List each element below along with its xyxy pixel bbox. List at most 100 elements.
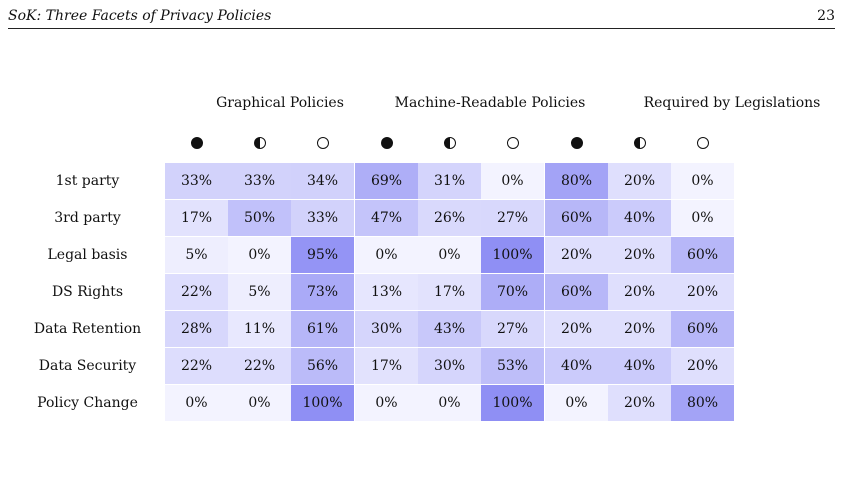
table-cell: 27% xyxy=(481,311,544,347)
table-cell: 30% xyxy=(418,348,481,384)
table-row: Data Security 22% 22% 56% 17% 30% 53% 40% 40% 20% xyxy=(15,348,835,384)
row-label: Legal basis xyxy=(47,247,128,263)
symbol-header-row xyxy=(15,125,835,163)
table-cell: 22% xyxy=(165,274,228,310)
row-label: 3rd party xyxy=(54,210,121,226)
half-circle-icon xyxy=(418,135,482,153)
table-row: DS Rights 22% 5% 73% 13% 17% 70% 60% 20% 20% xyxy=(15,274,835,310)
table-cell: 100% xyxy=(481,385,544,421)
table-cell: 95% xyxy=(291,237,354,273)
full-circle-icon xyxy=(355,135,419,153)
half-circle-icon xyxy=(228,135,292,153)
table-cell: 30% xyxy=(355,311,418,347)
table-row: 1st party 33% 33% 34% 69% 31% 0% 80% 20% 0% xyxy=(15,163,835,199)
table-cell: 20% xyxy=(608,274,671,310)
table-cell: 40% xyxy=(608,200,671,236)
table-cell: 40% xyxy=(608,348,671,384)
row-label: Policy Change xyxy=(37,395,138,411)
heatmap-table: Graphical Policies Machine-Readable Poli… xyxy=(15,95,835,422)
table-cell: 26% xyxy=(418,200,481,236)
group-machine-readable-policies: Machine-Readable Policies xyxy=(394,95,586,111)
table-cell: 5% xyxy=(228,274,291,310)
table-cell: 40% xyxy=(545,348,608,384)
table-cell: 69% xyxy=(355,163,418,199)
table-cell: 33% xyxy=(165,163,228,199)
half-circle-glyph xyxy=(634,137,646,149)
table-cell: 53% xyxy=(481,348,544,384)
table-cell: 33% xyxy=(228,163,291,199)
empty-circle-icon xyxy=(291,135,355,153)
table-cell: 100% xyxy=(291,385,354,421)
empty-circle-icon xyxy=(671,135,735,153)
table-cell: 11% xyxy=(228,311,291,347)
row-label: Data Security xyxy=(38,358,137,374)
table-cell: 28% xyxy=(165,311,228,347)
table-cell: 80% xyxy=(545,163,608,199)
table-cell: 0% xyxy=(545,385,608,421)
table-cell: 17% xyxy=(418,274,481,310)
full-circle-icon xyxy=(165,135,229,153)
table-cell: 13% xyxy=(355,274,418,310)
table-cell: 60% xyxy=(671,311,734,347)
table-cell: 100% xyxy=(481,237,544,273)
table-cell: 31% xyxy=(418,163,481,199)
table-cell: 20% xyxy=(608,237,671,273)
empty-circle-icon xyxy=(481,135,545,153)
table-cell: 20% xyxy=(671,274,734,310)
table-cell: 0% xyxy=(418,385,481,421)
table-cell: 60% xyxy=(671,237,734,273)
full-circle-glyph xyxy=(571,137,583,149)
table-cell: 60% xyxy=(545,200,608,236)
table-cell: 5% xyxy=(165,237,228,273)
table-cell: 56% xyxy=(291,348,354,384)
empty-circle-glyph xyxy=(507,137,519,149)
table-cell: 73% xyxy=(291,274,354,310)
table-cell: 27% xyxy=(481,200,544,236)
half-circle-icon xyxy=(608,135,672,153)
running-header: SoK: Three Facets of Privacy Policies 23 xyxy=(8,6,835,29)
full-circle-icon xyxy=(545,135,609,153)
table-cell: 17% xyxy=(165,200,228,236)
full-circle-glyph xyxy=(191,137,203,149)
table-row: 3rd party 17% 50% 33% 47% 26% 27% 60% 40% 0% xyxy=(15,200,835,236)
table-cell: 17% xyxy=(355,348,418,384)
empty-circle-glyph xyxy=(697,137,709,149)
table-cell: 22% xyxy=(228,348,291,384)
table-cell: 20% xyxy=(545,237,608,273)
table-row: Data Retention 28% 11% 61% 30% 43% 27% 20% 20% 60… xyxy=(15,311,835,347)
table-cell: 20% xyxy=(608,385,671,421)
table-cell: 0% xyxy=(165,385,228,421)
table-cell: 20% xyxy=(545,311,608,347)
table-cell: 0% xyxy=(228,237,291,273)
table-cell: 20% xyxy=(608,163,671,199)
table-cell: 0% xyxy=(671,163,734,199)
running-title: SoK: Three Facets of Privacy Policies xyxy=(8,8,272,24)
table-cell: 34% xyxy=(291,163,354,199)
table-cell: 61% xyxy=(291,311,354,347)
row-label: Data Retention xyxy=(33,321,142,337)
page-number: 23 xyxy=(817,8,835,24)
row-label: 1st party xyxy=(55,173,120,189)
table-cell: 0% xyxy=(228,385,291,421)
table-cell: 20% xyxy=(608,311,671,347)
group-header-row: Graphical Policies Machine-Readable Poli… xyxy=(15,95,835,125)
table-cell: 47% xyxy=(355,200,418,236)
table-cell: 50% xyxy=(228,200,291,236)
table-row: Legal basis 5% 0% 95% 0% 0% 100% 20% 20% 60% xyxy=(15,237,835,273)
table-cell: 0% xyxy=(671,200,734,236)
table-cell: 22% xyxy=(165,348,228,384)
full-circle-glyph xyxy=(381,137,393,149)
row-label: DS Rights xyxy=(51,284,124,300)
table-cell: 80% xyxy=(671,385,734,421)
table-row: Policy Change 0% 0% 100% 0% 0% 100% 0% 20% 80% xyxy=(15,385,835,421)
half-circle-glyph xyxy=(444,137,456,149)
group-required-by-legislations: Required by Legislations xyxy=(643,95,821,111)
table-cell: 33% xyxy=(291,200,354,236)
table-cell: 70% xyxy=(481,274,544,310)
group-graphical-policies: Graphical Policies xyxy=(216,95,344,111)
half-circle-glyph xyxy=(254,137,266,149)
table-cell: 43% xyxy=(418,311,481,347)
table-cell: 0% xyxy=(355,237,418,273)
table-cell: 20% xyxy=(671,348,734,384)
table-cell: 0% xyxy=(418,237,481,273)
